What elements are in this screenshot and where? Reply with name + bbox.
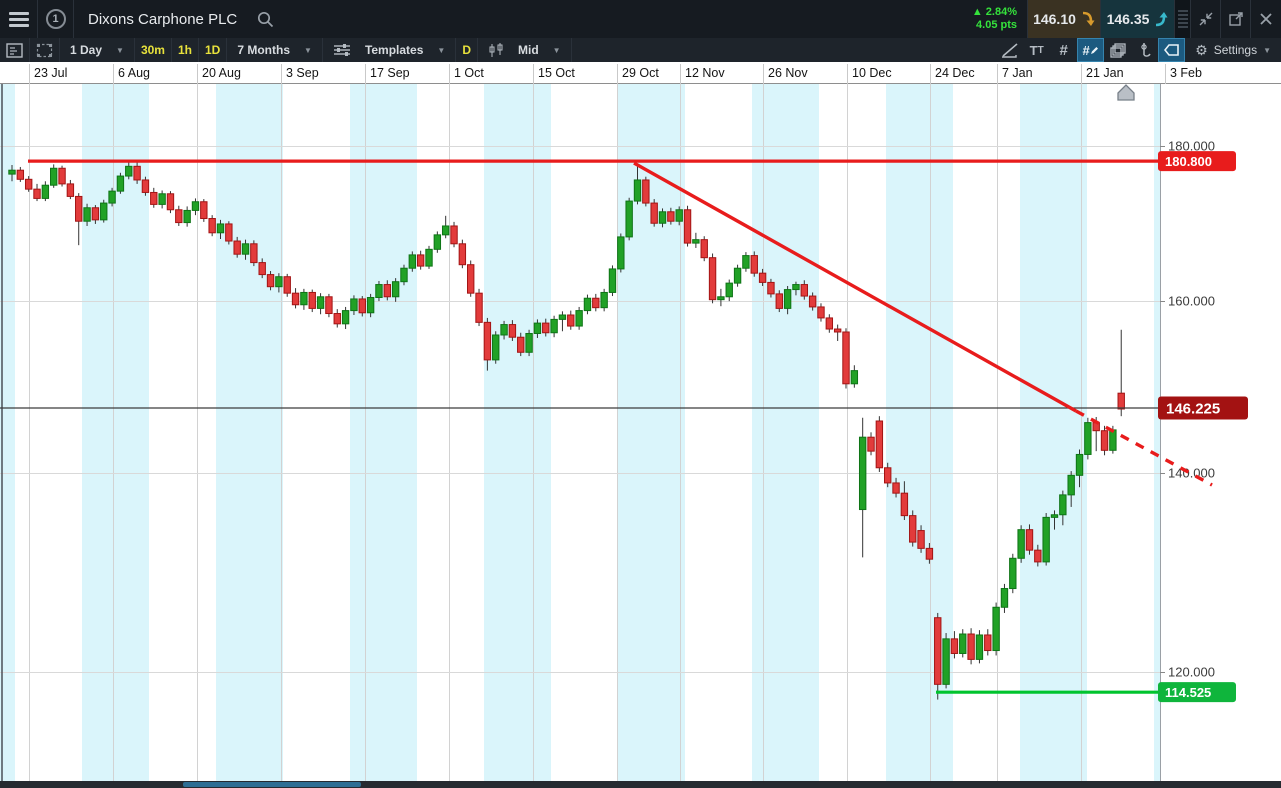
- background-stripes: [0, 84, 1160, 781]
- quick-interval-30m-button[interactable]: 30m: [135, 38, 172, 62]
- sliders-icon: [333, 44, 350, 56]
- restore-window-icon[interactable]: [1191, 0, 1221, 38]
- date-label: 26 Nov: [768, 66, 808, 80]
- date-label: 23 Jul: [34, 66, 67, 80]
- window-title-bar: 1 Dixons Carphone PLC ▲ 2.84% 4.05 pts 1…: [0, 0, 1281, 38]
- candlestick-icon: [489, 42, 503, 57]
- chart-toolbar: 1 Day ▼ 30m 1h 1D 7 Months ▼ Templates ▼ D …: [0, 38, 1281, 62]
- daily-mode-button[interactable]: D: [456, 38, 478, 62]
- buy-price-button[interactable]: 146.35: [1101, 0, 1175, 38]
- titlebar-spacer: [284, 0, 962, 38]
- quick-interval-1d-button[interactable]: 1D: [199, 38, 228, 62]
- window-drag-grip[interactable]: [1175, 0, 1191, 38]
- window-number-badge: 1: [38, 0, 74, 38]
- layers-copy-icon[interactable]: [1104, 38, 1131, 62]
- svg-text:180.800: 180.800: [1165, 154, 1212, 169]
- date-label: 21 Jan: [1086, 66, 1124, 80]
- resistance-price-label: 180.800: [1158, 151, 1236, 172]
- svg-text:114.525: 114.525: [1165, 685, 1211, 700]
- period-dropdown[interactable]: 7 Months ▼: [227, 38, 323, 62]
- date-label: 24 Dec: [935, 66, 975, 80]
- price-axis[interactable]: 180.000 160.000 140.000 120.000: [1160, 84, 1215, 781]
- date-label: 20 Aug: [202, 66, 241, 80]
- arrow-up-icon: [1156, 12, 1168, 27]
- date-label: 7 Jan: [1002, 66, 1033, 80]
- scroll-marker-icon[interactable]: [1117, 84, 1135, 101]
- annotations-layer[interactable]: [0, 84, 1213, 694]
- instrument-title: Dixons Carphone PLC: [88, 10, 238, 28]
- draw-grid-tool-icon[interactable]: #: [1077, 38, 1105, 62]
- change-points: 4.05 pts: [976, 19, 1017, 31]
- chevron-down-icon: ▼: [304, 45, 312, 55]
- chart-area[interactable]: 23 Jul 6 Aug 20 Aug 3 Sep 17 Sep 1 Oct 15 Oct 2…: [0, 62, 1281, 788]
- layout-grid-icon[interactable]: [30, 38, 60, 62]
- trendline-dashed: [1075, 409, 1213, 487]
- trendline-tool-icon[interactable]: [996, 38, 1023, 62]
- date-label: 29 Oct: [622, 66, 659, 80]
- cursor-pointer-tool-icon[interactable]: [1158, 38, 1186, 62]
- date-label: 3 Sep: [286, 66, 319, 80]
- change-percent: ▲ 2.84%: [971, 6, 1017, 18]
- chevron-down-icon: ▼: [1263, 45, 1271, 55]
- support-price-label: 114.525: [1158, 682, 1236, 703]
- candles-layer: [8, 161, 1125, 700]
- grid-tool-icon[interactable]: #: [1059, 41, 1068, 59]
- date-label: 10 Dec: [852, 66, 892, 80]
- chevron-down-icon: ▼: [437, 45, 446, 55]
- date-label: 1 Oct: [454, 66, 484, 80]
- pencil-icon: [1090, 46, 1098, 54]
- window-number: 1: [45, 9, 66, 29]
- chevron-down-icon: ▼: [116, 45, 124, 55]
- search-icon[interactable]: [247, 0, 284, 38]
- date-label: 17 Sep: [370, 66, 410, 80]
- gear-icon: ⚙: [1195, 41, 1208, 58]
- date-label: 15 Oct: [538, 66, 575, 80]
- details-panel-icon[interactable]: [0, 38, 30, 62]
- arrow-down-icon: [1082, 11, 1095, 26]
- current-price-label: 146.225: [1158, 396, 1248, 420]
- scrollbar-thumb[interactable]: [183, 782, 361, 787]
- chevron-down-icon: ▼: [552, 45, 561, 55]
- templates-dropdown[interactable]: Templates ▼: [323, 38, 457, 62]
- price-tick-label: 140.000: [1168, 466, 1215, 481]
- trendline-solid: [633, 161, 1077, 413]
- date-label: 12 Nov: [685, 66, 725, 80]
- date-label: 3 Feb: [1170, 66, 1202, 80]
- measure-tool-icon[interactable]: [1131, 38, 1158, 62]
- candlestick-chart-canvas[interactable]: 23 Jul 6 Aug 20 Aug 3 Sep 17 Sep 1 Oct 15 Oct 2…: [0, 62, 1281, 788]
- interval-dropdown[interactable]: 1 Day ▼: [60, 38, 135, 62]
- price-tick-label: 180.000: [1168, 139, 1215, 154]
- close-window-icon[interactable]: [1251, 0, 1281, 38]
- buy-price: 146.35: [1106, 11, 1150, 27]
- settings-dropdown[interactable]: ⚙ Settings ▼: [1195, 41, 1271, 58]
- up-triangle-icon: ▲: [971, 6, 983, 18]
- popout-window-icon[interactable]: [1221, 0, 1251, 38]
- price-change-indicator: ▲ 2.84% 4.05 pts: [962, 0, 1027, 38]
- price-tick-label: 120.000: [1168, 665, 1215, 680]
- price-mode-dropdown[interactable]: Mid ▼: [478, 38, 572, 62]
- date-axis[interactable]: 23 Jul 6 Aug 20 Aug 3 Sep 17 Sep 1 Oct 15 Oct 2…: [0, 62, 1281, 84]
- date-label: 6 Aug: [118, 66, 150, 80]
- sell-price: 146.10: [1033, 11, 1076, 27]
- horizontal-scrollbar[interactable]: [0, 781, 1281, 788]
- hamburger-menu-icon[interactable]: [0, 0, 38, 38]
- gridlines: [0, 84, 1160, 781]
- svg-text:146.225: 146.225: [1166, 401, 1220, 418]
- price-tick-label: 160.000: [1168, 294, 1215, 309]
- quick-interval-1h-button[interactable]: 1h: [172, 38, 199, 62]
- sell-price-button[interactable]: 146.10: [1027, 0, 1101, 38]
